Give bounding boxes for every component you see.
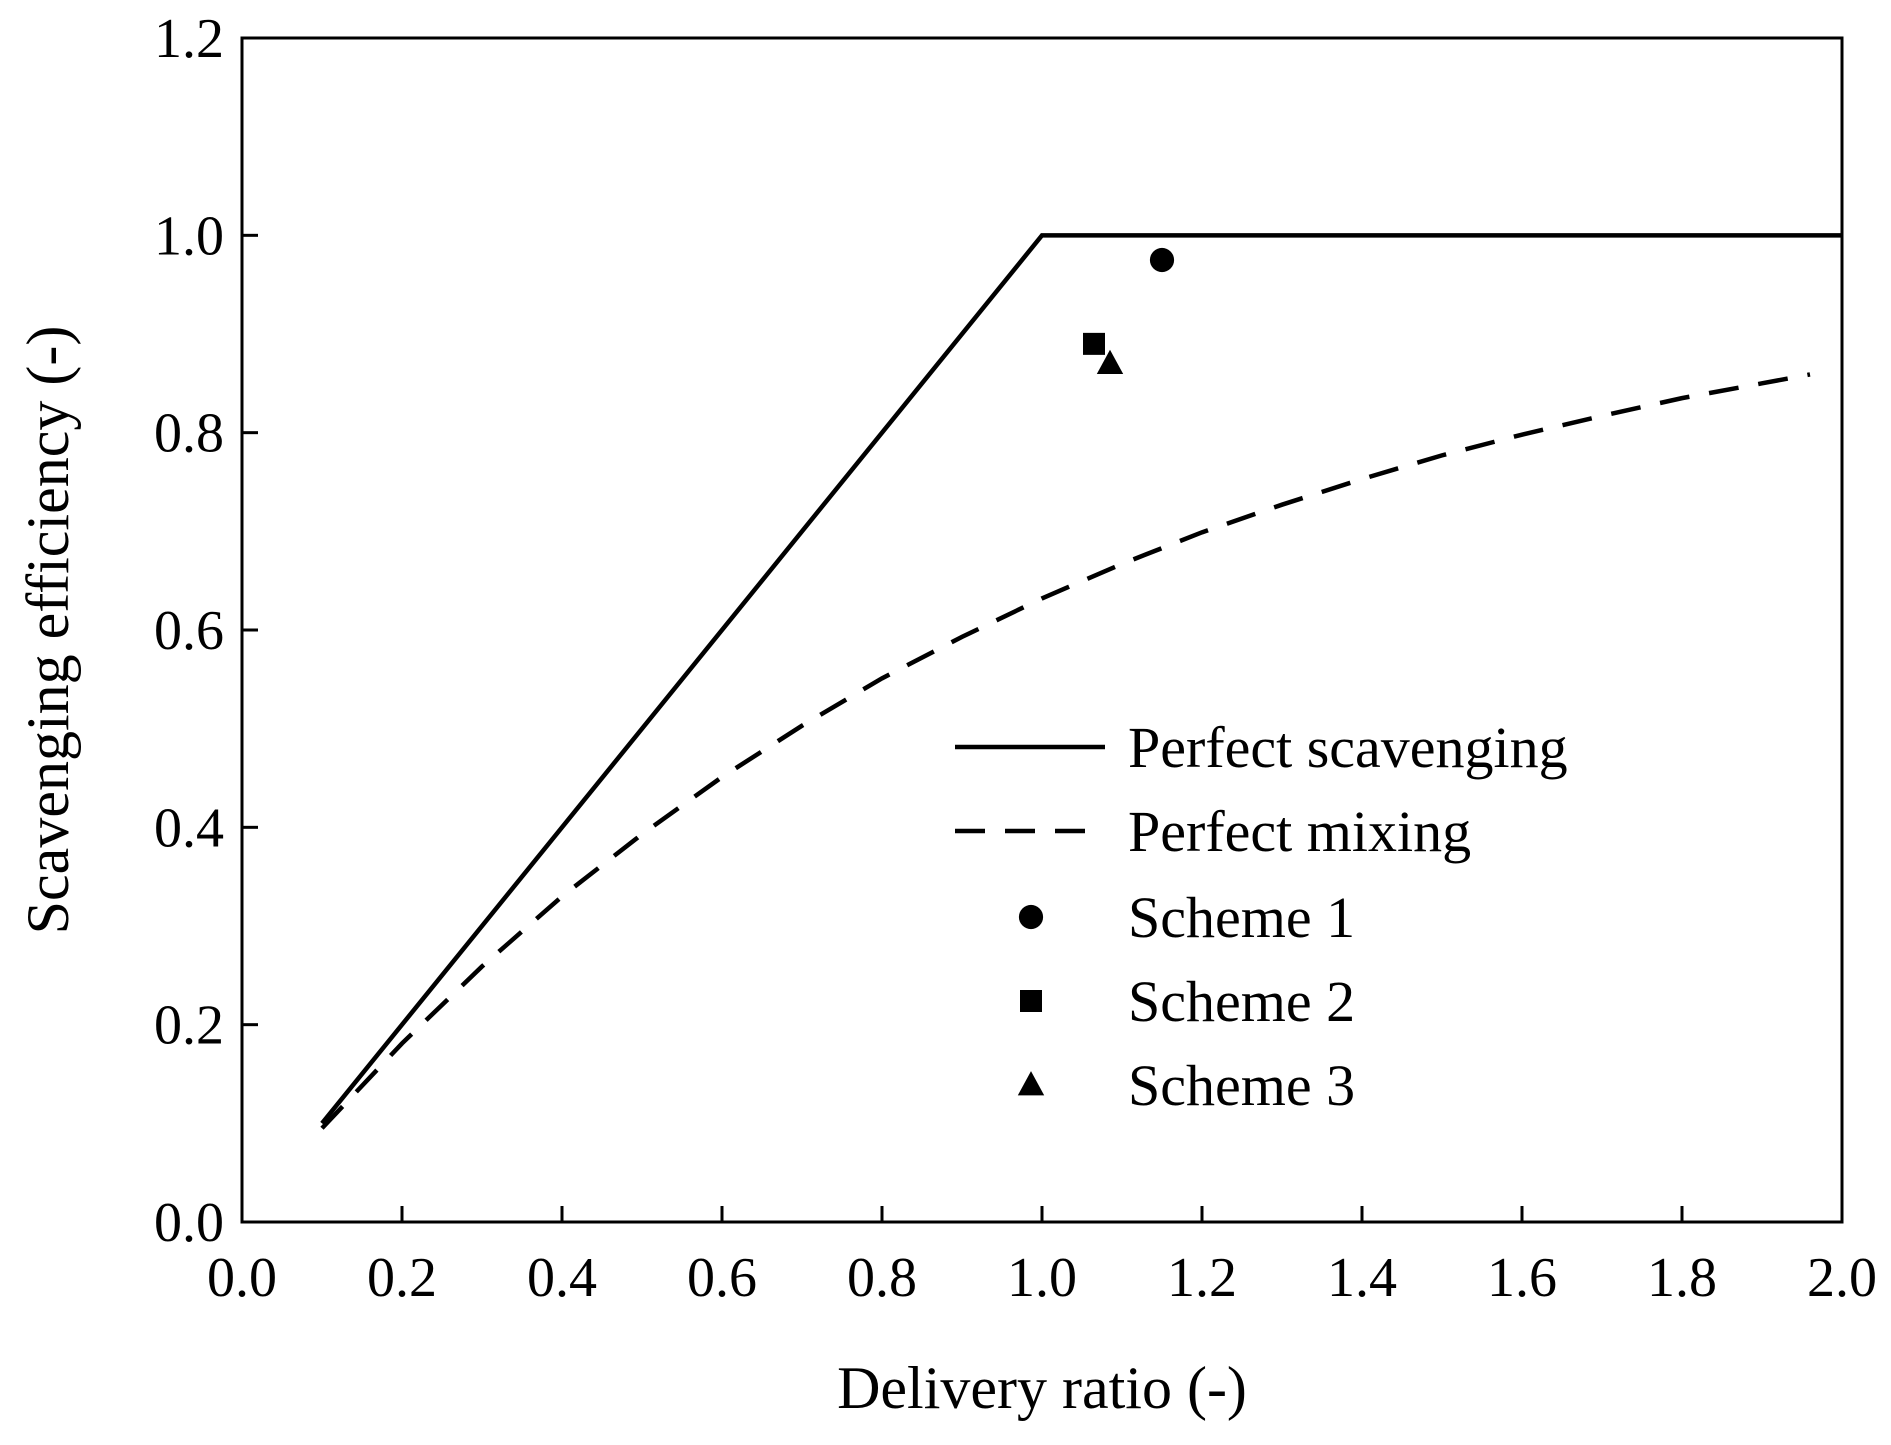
- data-point-scheme-3: [1096, 349, 1124, 374]
- legend-label-scheme-3: Scheme 3: [1128, 1053, 1355, 1118]
- y-tick-label: 0.8: [154, 403, 224, 465]
- y-tick-label: 0.2: [154, 995, 224, 1057]
- x-tick-label: 0.6: [687, 1247, 757, 1309]
- legend: Perfect scavenging Perfect mixing Scheme 1…: [955, 715, 1568, 1118]
- x-axis-title: Delivery ratio (-): [837, 1355, 1247, 1421]
- legend-label-perfect-scavenging: Perfect scavenging: [1128, 715, 1568, 780]
- series-line-perfect-mixing: [320, 372, 1811, 1130]
- ticks-layer: 0.0 0.2 0.4 0.6 0.8 1.0 1.2 1.4 1.6 1.8 2.0 0.0 0.2 0…: [154, 8, 1877, 1309]
- y-tick-label: 1.0: [154, 205, 224, 267]
- legend-label-scheme-1: Scheme 1: [1128, 885, 1355, 950]
- x-tick-label: 1.0: [1007, 1247, 1077, 1309]
- x-tick-label: 1.6: [1487, 1247, 1557, 1309]
- legend-swatch-scheme-2: [1020, 990, 1042, 1012]
- data-point-scheme-1: [1149, 247, 1175, 273]
- series-layer: [320, 233, 1842, 1130]
- x-tick-label: 1.2: [1167, 1247, 1237, 1309]
- y-tick-label: 0.6: [154, 600, 224, 662]
- plot-frame: [240, 36, 1844, 1224]
- y-axis-title: Scavenging efficiency (-): [15, 326, 81, 935]
- legend-label-perfect-mixing: Perfect mixing: [1128, 799, 1471, 864]
- legend-swatch-scheme-1: [1018, 904, 1044, 930]
- y-tick-label: 0.0: [154, 1192, 224, 1254]
- x-tick-label: 1.8: [1647, 1247, 1717, 1309]
- legend-swatch-scheme-3: [1017, 1071, 1045, 1096]
- x-tick-label: 1.4: [1327, 1247, 1397, 1309]
- y-tick-label: 1.2: [154, 8, 224, 70]
- legend-label-scheme-2: Scheme 2: [1128, 969, 1355, 1034]
- y-tick-label: 0.4: [154, 797, 224, 859]
- x-tick-label: 0.4: [527, 1247, 597, 1309]
- x-tick-label: 0.2: [367, 1247, 437, 1309]
- data-point-scheme-2: [1083, 332, 1105, 355]
- x-tick-label: 2.0: [1807, 1247, 1877, 1309]
- x-tick-label: 0.0: [207, 1247, 277, 1309]
- x-tick-label: 0.8: [847, 1247, 917, 1309]
- series-line-perfect-scavenging: [320, 233, 1842, 1125]
